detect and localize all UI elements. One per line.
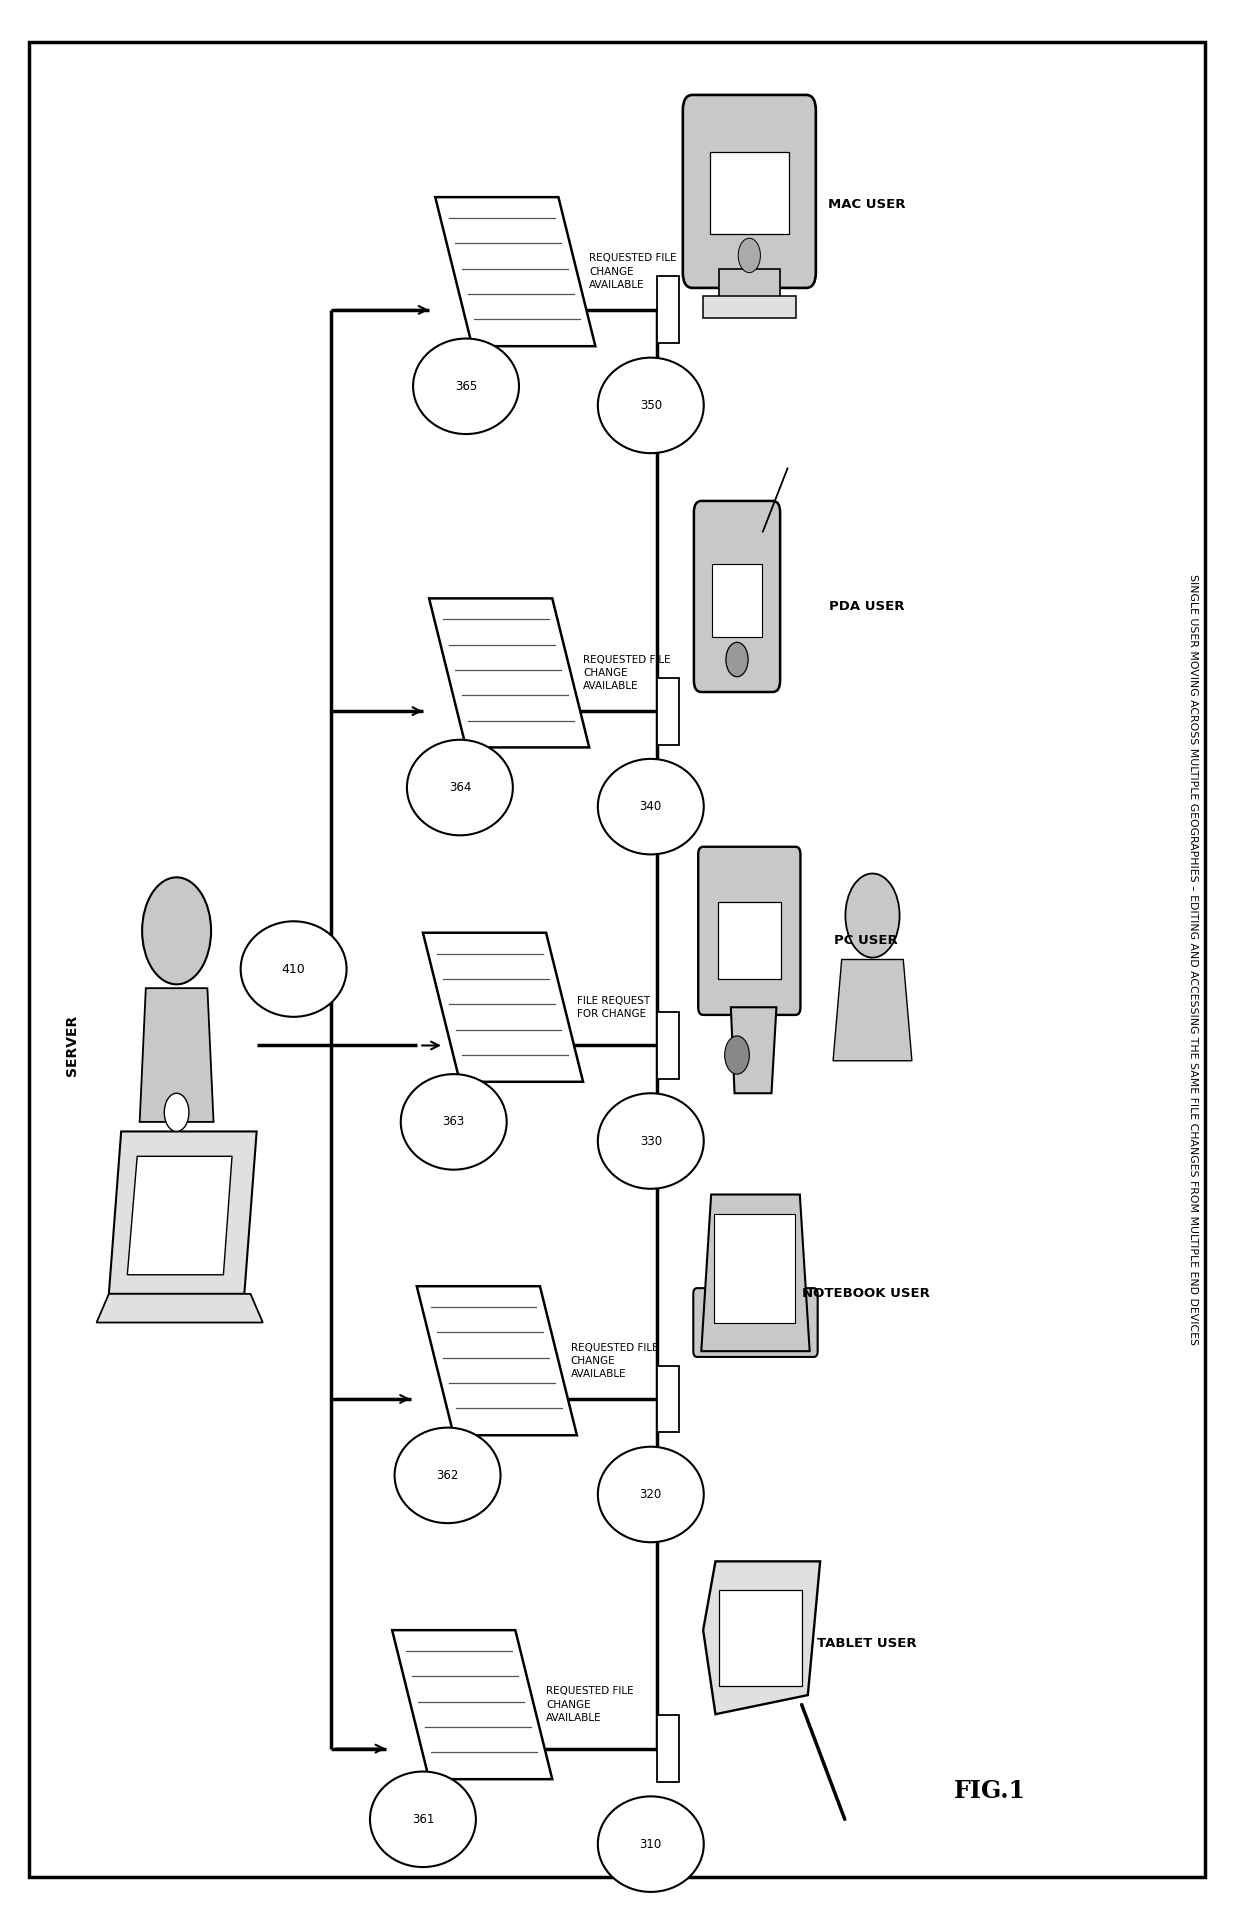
Ellipse shape <box>598 1094 704 1188</box>
Text: PC USER: PC USER <box>835 935 898 946</box>
Polygon shape <box>833 960 911 1061</box>
FancyBboxPatch shape <box>698 846 801 1015</box>
FancyBboxPatch shape <box>683 94 816 288</box>
Circle shape <box>143 877 211 984</box>
Bar <box>657 1716 680 1783</box>
Text: TABLET USER: TABLET USER <box>816 1637 916 1650</box>
Bar <box>712 564 761 637</box>
Ellipse shape <box>598 1796 704 1892</box>
Text: 365: 365 <box>455 380 477 393</box>
Text: NOTEBOOK USER: NOTEBOOK USER <box>802 1288 930 1301</box>
Bar <box>711 152 789 234</box>
Ellipse shape <box>598 357 704 453</box>
Text: SERVER: SERVER <box>64 1015 79 1077</box>
Ellipse shape <box>241 921 346 1017</box>
Polygon shape <box>429 599 589 746</box>
Text: REQUESTED FILE
CHANGE
AVAILABLE: REQUESTED FILE CHANGE AVAILABLE <box>570 1343 658 1380</box>
Polygon shape <box>423 933 583 1082</box>
Circle shape <box>724 1036 749 1075</box>
Text: 410: 410 <box>281 963 305 975</box>
Polygon shape <box>702 1194 810 1351</box>
Polygon shape <box>97 1293 263 1322</box>
Polygon shape <box>140 988 213 1123</box>
Bar <box>718 269 780 303</box>
FancyBboxPatch shape <box>693 1288 817 1357</box>
Text: 340: 340 <box>640 800 662 814</box>
Ellipse shape <box>598 758 704 854</box>
Ellipse shape <box>598 1447 704 1543</box>
Circle shape <box>164 1094 188 1132</box>
Polygon shape <box>109 1132 257 1293</box>
Bar <box>657 1011 680 1078</box>
Ellipse shape <box>413 338 520 434</box>
Text: 320: 320 <box>640 1487 662 1501</box>
Bar <box>713 1213 795 1322</box>
Polygon shape <box>703 1562 820 1714</box>
Polygon shape <box>392 1629 552 1779</box>
FancyBboxPatch shape <box>694 501 780 693</box>
Circle shape <box>738 238 760 272</box>
Ellipse shape <box>407 739 513 835</box>
Text: REQUESTED FILE
CHANGE
AVAILABLE: REQUESTED FILE CHANGE AVAILABLE <box>589 253 677 290</box>
Text: FIG.1: FIG.1 <box>954 1779 1025 1802</box>
Polygon shape <box>730 1007 776 1094</box>
Text: PDA USER: PDA USER <box>828 599 904 612</box>
Text: 362: 362 <box>436 1468 459 1481</box>
Text: 364: 364 <box>449 781 471 794</box>
Text: 361: 361 <box>412 1813 434 1825</box>
Text: 350: 350 <box>640 399 662 413</box>
Text: REQUESTED FILE
CHANGE
AVAILABLE: REQUESTED FILE CHANGE AVAILABLE <box>546 1687 634 1723</box>
Ellipse shape <box>394 1428 501 1524</box>
Bar <box>719 1591 802 1685</box>
Bar <box>657 1366 680 1432</box>
Bar <box>718 902 781 979</box>
Text: 330: 330 <box>640 1134 662 1148</box>
Text: MAC USER: MAC USER <box>827 198 905 211</box>
Bar <box>657 276 680 344</box>
Ellipse shape <box>370 1771 476 1867</box>
Circle shape <box>725 643 748 677</box>
Text: 363: 363 <box>443 1115 465 1128</box>
Text: REQUESTED FILE
CHANGE
AVAILABLE: REQUESTED FILE CHANGE AVAILABLE <box>583 654 671 691</box>
Text: 310: 310 <box>640 1838 662 1850</box>
Bar <box>703 296 796 319</box>
Ellipse shape <box>401 1075 507 1171</box>
Bar <box>657 677 680 745</box>
Text: FILE REQUEST
FOR CHANGE: FILE REQUEST FOR CHANGE <box>577 996 650 1019</box>
Text: SINGLE USER MOVING ACROSS MULTIPLE GEOGRAPHIES – EDITING AND ACCESSING THE SAME : SINGLE USER MOVING ACROSS MULTIPLE GEOGR… <box>1188 574 1198 1345</box>
Polygon shape <box>435 198 595 345</box>
Polygon shape <box>417 1286 577 1435</box>
Polygon shape <box>128 1157 232 1274</box>
Circle shape <box>846 873 899 958</box>
